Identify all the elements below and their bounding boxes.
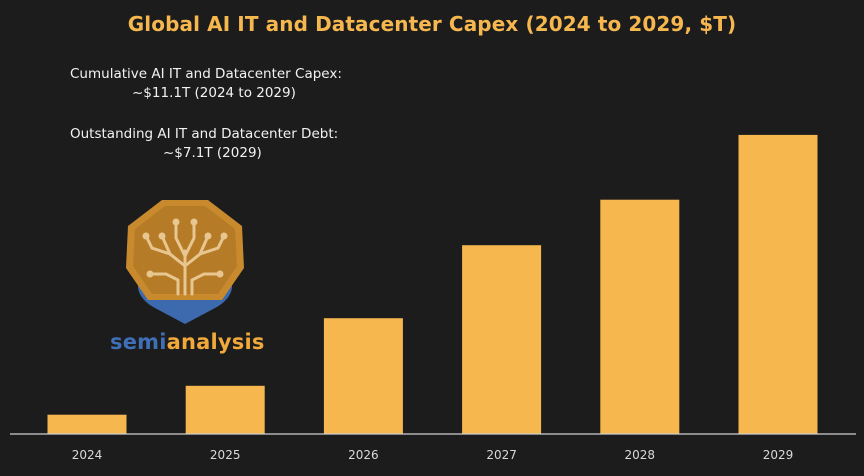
semianalysis-watermark: semianalysis [110,196,264,361]
logo-text-analysis: analysis [166,330,265,354]
x-tick-label-2028: 2028 [625,448,656,462]
annotation-capex-value: ~$11.1T (2024 to 2029) [132,85,296,101]
x-tick-label-2024: 2024 [72,448,103,462]
x-tick-labels: 2024 2025 2026 2027 2028 2029 [72,448,794,462]
annotation-debt-label: Outstanding AI IT and Datacenter Debt: [70,126,339,142]
x-tick-label-2029: 2029 [763,448,794,462]
bar-2025 [185,385,265,434]
x-tick-label-2026: 2026 [348,448,379,462]
semianalysis-logo-text: semianalysis [110,330,264,354]
bar-2026 [323,318,403,434]
annotation-debt-value: ~$7.1T (2029) [163,145,262,161]
bar-2027 [462,245,542,434]
annotation-outstanding-debt: Outstanding AI IT and Datacenter Debt: ~… [70,125,370,163]
logo-text-semi: semi [110,330,167,354]
annotation-cumulative-capex: Cumulative AI IT and Datacenter Capex: ~… [70,65,370,103]
bar-2024 [47,414,127,434]
annotation-capex-label: Cumulative AI IT and Datacenter Capex: [70,66,342,82]
bar-2028 [600,199,680,434]
x-tick-label-2025: 2025 [210,448,241,462]
x-tick-label-2027: 2027 [486,448,517,462]
chart-title: Global AI IT and Datacenter Capex (2024 … [127,12,737,36]
semianalysis-tree-logo-icon [126,200,244,324]
bars-group [47,134,818,434]
bar-2029 [738,134,818,434]
